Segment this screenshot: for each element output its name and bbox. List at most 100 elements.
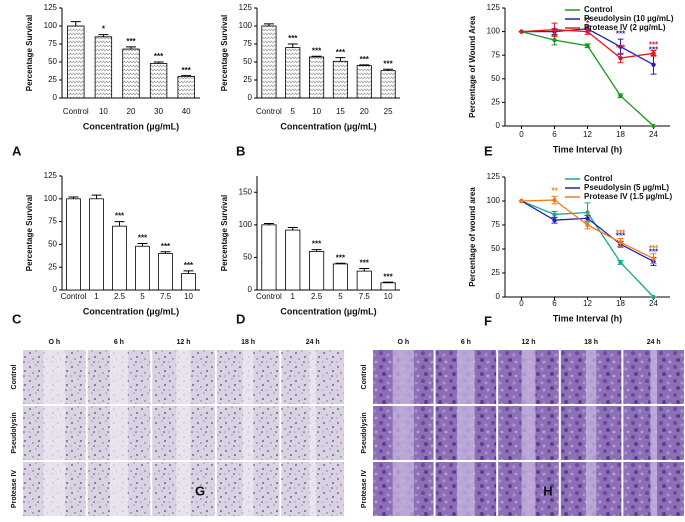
x-tick-label: 2.5 — [114, 292, 126, 301]
wound-gap — [176, 462, 191, 516]
error-bar — [335, 57, 346, 62]
significance: *** — [383, 272, 393, 281]
significance: *** — [336, 253, 346, 262]
error-bar — [137, 242, 148, 247]
bar — [356, 65, 372, 99]
significance: * — [586, 19, 590, 28]
significance: *** — [383, 59, 393, 68]
bar — [94, 36, 113, 99]
significance: *** — [336, 48, 346, 57]
wound-gap — [585, 350, 597, 404]
x-tick-label: 10 — [99, 107, 108, 116]
y-tick-label: 125 — [44, 171, 58, 180]
bar — [332, 60, 348, 99]
x-tick-label: 30 — [154, 107, 163, 116]
y-tick-label: 0 — [53, 93, 58, 102]
x-tick-label: 1 — [291, 292, 296, 301]
bar — [67, 25, 85, 99]
point — [519, 29, 524, 34]
error-bar — [98, 34, 109, 37]
wound-gap — [392, 462, 414, 516]
significance: *** — [616, 43, 626, 52]
x-tick-label: Control — [61, 292, 87, 301]
error-bar — [263, 23, 274, 26]
x-tick-label: 24 — [649, 299, 658, 308]
point — [552, 212, 557, 217]
x-axis-label: Time Interval (h) — [553, 144, 622, 154]
row-label: Control — [361, 365, 368, 390]
error-bar — [263, 223, 274, 225]
y-tick-label: 0 — [248, 285, 253, 294]
wound-gap — [309, 406, 317, 460]
significance: *** — [616, 231, 626, 240]
row-label: Protease IV — [11, 470, 18, 508]
column-label: O h — [397, 339, 409, 346]
error-bar — [183, 270, 194, 274]
point — [651, 294, 656, 300]
x-tick-label: 5 — [140, 292, 145, 301]
x-axis-label: Concentration (µg/mL) — [83, 306, 179, 316]
x-tick-label: 2.5 — [311, 292, 323, 301]
panel-label: E — [484, 143, 493, 158]
bar — [309, 56, 325, 99]
error-bar — [126, 46, 136, 50]
y-tick-label: 100 — [239, 21, 253, 30]
row-label: Protease IV — [361, 470, 368, 508]
x-tick-label: 24 — [649, 130, 658, 139]
column-label: 18 h — [241, 339, 255, 346]
point — [618, 55, 623, 61]
wound-gap — [43, 462, 66, 516]
point — [552, 197, 557, 203]
significance: *** — [649, 41, 659, 50]
wound-gap — [650, 406, 658, 460]
y-tick-label: 75 — [243, 39, 252, 48]
point — [651, 51, 656, 56]
x-axis-label: Concentration (µg/mL) — [280, 121, 376, 131]
wound-gap — [457, 350, 475, 404]
point — [618, 260, 623, 265]
bar — [135, 245, 150, 291]
y-axis-label: Percentage of Wound Area — [468, 16, 477, 118]
x-tick-label: 0 — [519, 299, 524, 308]
bar — [285, 47, 301, 99]
y-tick-label: 125 — [239, 3, 253, 12]
y-tick-label: 75 — [491, 220, 500, 229]
error-bar — [383, 68, 394, 71]
wound-gap — [650, 462, 658, 516]
bar — [261, 224, 277, 291]
error-bar — [383, 281, 394, 283]
y-axis-label: Percentage Survival — [220, 195, 229, 271]
significance: *** — [184, 261, 194, 270]
x-tick-label: 12 — [583, 130, 592, 139]
panel-label: A — [12, 143, 22, 158]
bar — [380, 70, 396, 99]
bar — [332, 263, 348, 291]
y-tick-label: 25 — [48, 262, 57, 271]
wound-gap — [392, 350, 414, 404]
y-axis-label: Percentage of wound area — [468, 187, 477, 287]
error-bar — [68, 196, 79, 199]
x-tick-label: 20 — [360, 107, 369, 116]
y-tick-label: 100 — [487, 196, 501, 205]
y-tick-label: 100 — [239, 220, 253, 229]
x-tick-label: 10 — [384, 292, 393, 301]
x-tick-label: 18 — [616, 299, 625, 308]
bar — [158, 253, 173, 291]
error-bar — [287, 43, 298, 48]
significance: * — [586, 211, 590, 220]
point — [651, 123, 656, 129]
row-label: Pseudolysin — [361, 412, 368, 453]
x-tick-label: Control — [256, 292, 282, 301]
wound-gap — [176, 350, 191, 404]
y-tick-label: 125 — [44, 3, 58, 12]
wound-gap — [242, 462, 254, 516]
wound-gap — [242, 350, 254, 404]
legend-label: Control — [584, 174, 612, 183]
x-tick-label: Control — [63, 107, 89, 116]
column-label: 6 h — [461, 339, 471, 346]
column-label: O h — [48, 339, 60, 346]
bar — [285, 229, 301, 291]
significance: *** — [616, 229, 626, 238]
point — [618, 44, 623, 49]
bar — [66, 198, 81, 291]
